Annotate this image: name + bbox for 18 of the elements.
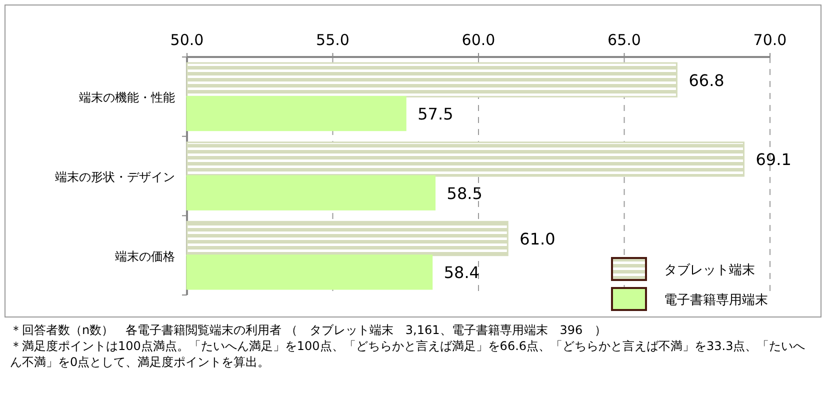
x-tick-label: 50.0 xyxy=(170,31,204,49)
y-tick-label: 端末の形状・デザイン xyxy=(55,170,175,184)
data-label: 58.5 xyxy=(446,184,482,203)
y-tick-label: 端末の機能・性能 xyxy=(79,90,175,105)
x-tick-label: 55.0 xyxy=(316,31,350,49)
x-tick-label: 65.0 xyxy=(608,31,641,49)
text: ＊回答者数（n数） 各電子書籍閲覧端末の利用者 （ タブレット端末 3,161、電子書籍専用端末 396 ） xyxy=(10,322,608,338)
data-label: 66.8 xyxy=(688,70,724,90)
y-tick-label: 端末の価格 xyxy=(115,249,175,264)
data-label: 61.0 xyxy=(520,230,556,248)
legend-label: 電子書籍専用端末 xyxy=(664,293,768,308)
data-label: 57.5 xyxy=(418,104,454,124)
text: ＊満足度ポイントは100点満点。「たいへん満足」を100点、「どちらかと言えば満足」を66.6点、「どちらかと言えば不満」を33.3点、「たいへん不満」を0点として、満足度ポイントを算出。 xyxy=(10,338,806,370)
x-tick-label: 60.0 xyxy=(462,31,496,49)
legend-label: タブレット端末 xyxy=(664,263,755,278)
data-label: 69.1 xyxy=(756,150,792,170)
x-tick-label: 70.0 xyxy=(753,31,787,49)
data-label: 58.4 xyxy=(444,263,480,282)
